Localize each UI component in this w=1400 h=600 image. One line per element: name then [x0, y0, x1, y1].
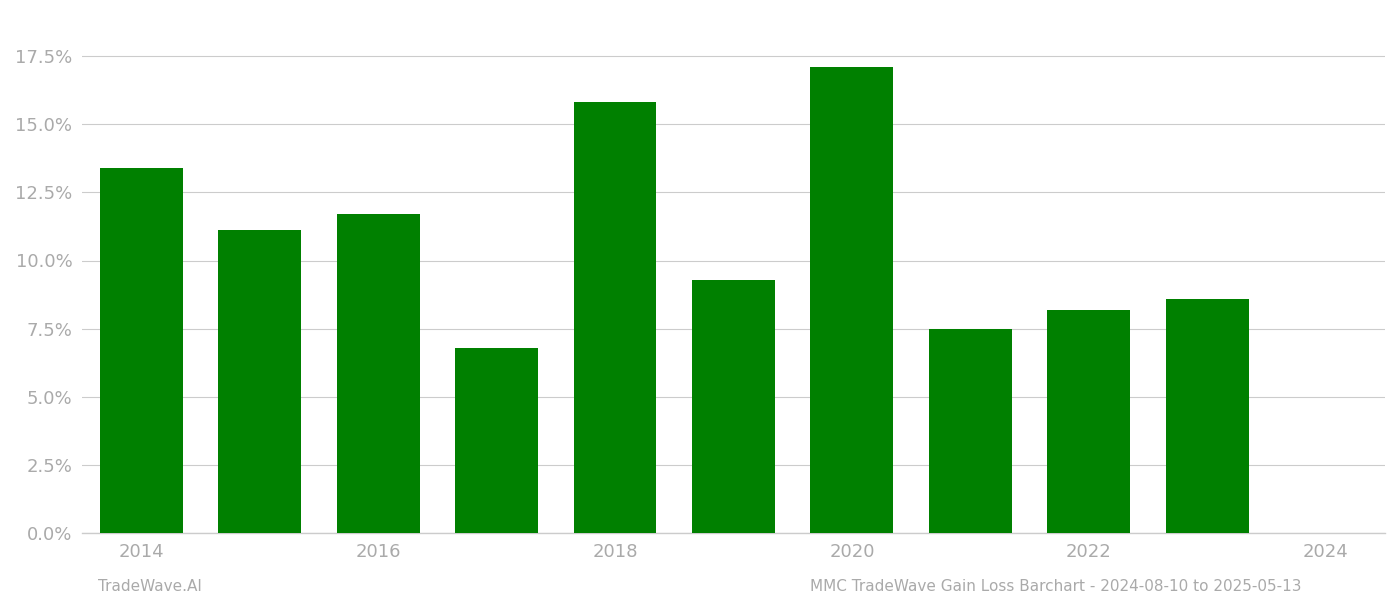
- Bar: [218, 230, 301, 533]
- Bar: [1047, 310, 1130, 533]
- Bar: [574, 102, 657, 533]
- Bar: [455, 348, 538, 533]
- Bar: [336, 214, 420, 533]
- Text: MMC TradeWave Gain Loss Barchart - 2024-08-10 to 2025-05-13: MMC TradeWave Gain Loss Barchart - 2024-…: [811, 579, 1302, 594]
- Bar: [930, 329, 1012, 533]
- Bar: [1166, 299, 1249, 533]
- Bar: [811, 67, 893, 533]
- Text: TradeWave.AI: TradeWave.AI: [98, 579, 202, 594]
- Bar: [99, 168, 182, 533]
- Bar: [692, 280, 776, 533]
